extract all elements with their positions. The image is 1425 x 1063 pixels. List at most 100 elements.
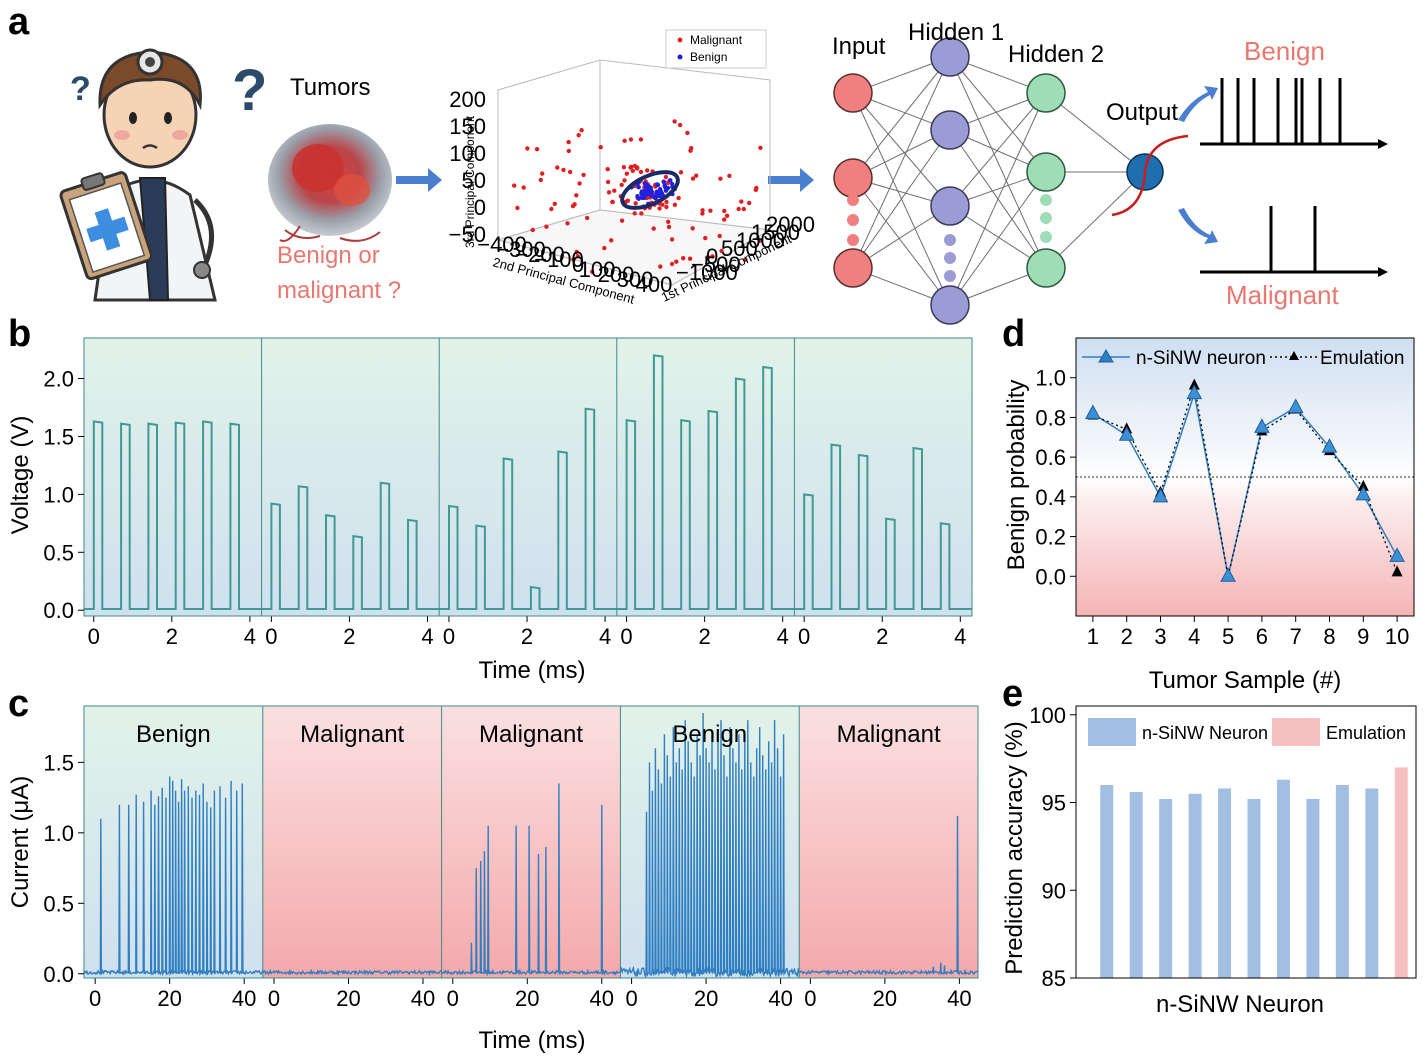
nn-edge xyxy=(852,92,951,207)
e-y-tick-label: 100 xyxy=(1029,703,1066,728)
b-x-tick-label: 4 xyxy=(777,624,789,649)
d-neuron-marker xyxy=(1118,426,1135,441)
d-legend: n-SiNW neuron Emulation xyxy=(1082,348,1405,369)
nn-ellipsis-dot xyxy=(1040,231,1052,243)
pca-point-malignant xyxy=(724,213,730,218)
c-current-trace xyxy=(83,776,264,977)
pca-y-tick: −400 xyxy=(477,232,527,257)
pca-point-malignant xyxy=(717,233,722,239)
b-voltage-trace xyxy=(261,481,440,610)
e-neuron-bar xyxy=(1247,799,1261,978)
hidden2-layer-label: Hidden 2 xyxy=(1008,41,1104,68)
pca-point-malignant xyxy=(690,176,696,181)
e-plot-frame xyxy=(1075,705,1417,979)
nn-ellipsis-dot xyxy=(847,194,859,206)
arrow-up-icon xyxy=(1178,86,1218,122)
d-x-tick-label: 6 xyxy=(1256,624,1268,649)
pca-point-malignant xyxy=(651,226,656,231)
d-legend-neuron: n-SiNW neuron xyxy=(1136,348,1266,369)
pca-point-malignant xyxy=(736,206,741,212)
pca-point-malignant xyxy=(666,219,671,224)
b-y-axis-label: Voltage (V) xyxy=(7,416,34,535)
nn-node xyxy=(930,186,970,226)
pca-point-malignant xyxy=(694,173,699,178)
d-x-tick-label: 1 xyxy=(1087,624,1099,649)
e-neuron-bar xyxy=(1218,788,1232,978)
b-x-tick-label: 4 xyxy=(421,624,433,649)
pca-point-malignant xyxy=(700,211,705,216)
pca-point-malignant xyxy=(581,172,586,178)
pca-point-malignant xyxy=(669,261,675,267)
pca-y-tick: 100 xyxy=(579,257,616,282)
d-neuron-marker xyxy=(1085,404,1101,419)
pca-legend: Malignant Benign xyxy=(665,29,767,69)
c-segment-label: Benign xyxy=(136,721,211,748)
c-x-axis-label: Time (ms) xyxy=(478,1027,585,1054)
question-mark-icon: ? xyxy=(232,58,267,123)
e-neuron-bar xyxy=(1129,791,1143,978)
pca-point-malignant xyxy=(609,238,614,243)
pca-point-malignant xyxy=(722,217,727,222)
c-plot-frame xyxy=(83,705,979,979)
pca-point-benign xyxy=(653,196,658,201)
c-x-tick-label: 20 xyxy=(515,986,539,1011)
c-x-tick-label: 20 xyxy=(336,986,360,1011)
nn-ellipsis-dot xyxy=(847,234,859,246)
question-mark-icon: ? xyxy=(70,70,91,108)
e-neuron-bar xyxy=(1159,799,1173,978)
e-legend-neuron: n-SiNW Neuron xyxy=(1142,723,1268,743)
pca-point-malignant xyxy=(606,190,612,195)
d-neuron-marker xyxy=(1355,485,1372,501)
doctor-illustration: ? ? xyxy=(59,48,267,302)
pca-point-malignant xyxy=(549,206,554,212)
pca-point-malignant xyxy=(674,259,679,264)
nn-edge xyxy=(852,56,951,179)
pca-point-benign xyxy=(636,185,641,190)
pca-point-malignant xyxy=(605,167,610,172)
pca-point-malignant xyxy=(525,146,530,151)
pca-point-malignant xyxy=(602,245,607,251)
b-x-tick-label: 0 xyxy=(798,624,810,649)
pca-point-malignant xyxy=(561,167,566,173)
arrow-to-network xyxy=(768,168,814,192)
c-current-trace xyxy=(262,968,442,977)
pca-z-tick: −50 xyxy=(449,222,486,247)
b-x-axis-label: Time (ms) xyxy=(478,657,585,684)
pca-point-malignant xyxy=(660,202,665,207)
b-voltage-trace xyxy=(794,443,972,610)
nn-node xyxy=(833,158,873,198)
pca-point-malignant xyxy=(708,208,713,213)
nn-node xyxy=(1026,248,1066,288)
pca-point-malignant xyxy=(622,138,627,143)
pca-point-malignant xyxy=(538,177,543,183)
nn-node xyxy=(930,110,970,150)
d-plot-frame xyxy=(1075,337,1415,617)
pca-point-malignant xyxy=(610,199,615,205)
pca-z-tick: 200 xyxy=(449,87,486,112)
nn-edge xyxy=(949,56,1047,269)
pca-point-benign xyxy=(655,182,661,188)
pca-point-malignant xyxy=(544,224,549,229)
nn-node xyxy=(833,73,873,113)
b-plot-background xyxy=(84,338,972,616)
d-x-tick-label: 3 xyxy=(1154,624,1166,649)
pca-point-malignant xyxy=(619,218,625,223)
spike-train-outputs: Benign Malignant xyxy=(1178,36,1388,310)
pca-point-malignant xyxy=(664,199,669,205)
pca-point-malignant xyxy=(574,193,579,198)
b-y-tick-label: 0.0 xyxy=(43,598,74,623)
nn-node xyxy=(930,37,970,77)
pca-point-malignant xyxy=(638,137,644,142)
pca-point-malignant xyxy=(571,257,576,262)
b-x-tick-label: 0 xyxy=(620,624,632,649)
pca-point-malignant xyxy=(574,249,579,255)
pca-point-malignant xyxy=(579,128,584,133)
d-y-tick-label: 0.6 xyxy=(1035,445,1066,470)
c-x-tick-label: 0 xyxy=(89,986,101,1011)
hidden1-layer-label: Hidden 1 xyxy=(908,19,1004,46)
nn-node xyxy=(1026,73,1066,113)
current-chart: 0 20 40 0 20 40 0 20 40 0 20 40 0 20 40 0.0 0.5 1.0 1.5 Be… xyxy=(7,705,979,1054)
e-x-axis-label: n-SiNW Neuron xyxy=(1156,991,1324,1018)
d-y-tick-label: 1.0 xyxy=(1035,366,1066,391)
c-x-tick-label: 0 xyxy=(625,986,637,1011)
